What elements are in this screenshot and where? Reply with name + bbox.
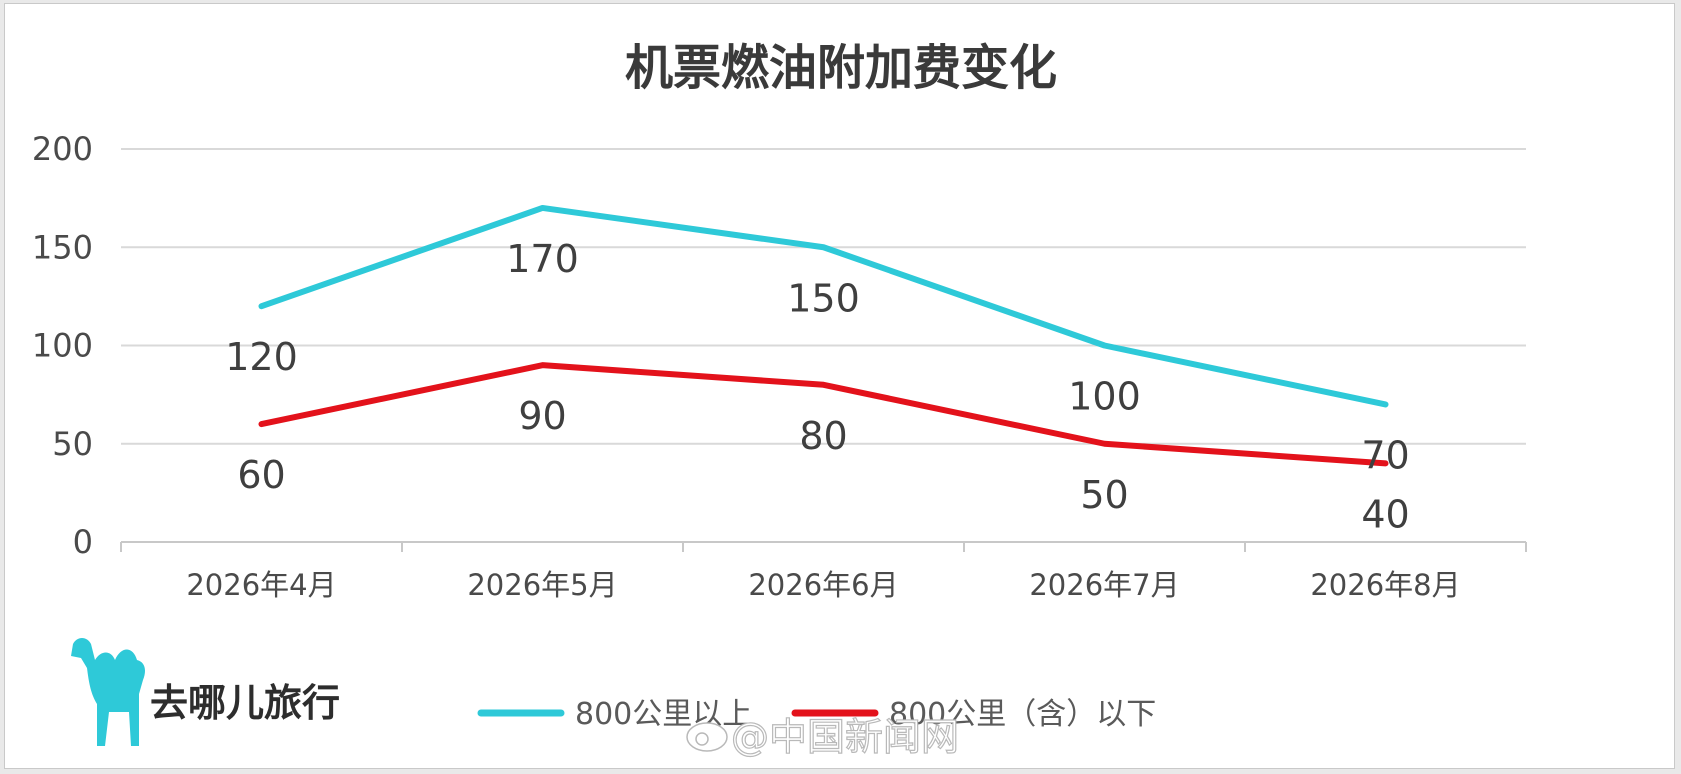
brand-name: 去哪儿旅行 xyxy=(150,681,340,725)
y-tick-label: 200 xyxy=(32,130,93,168)
x-axis: 2026年4月 2026年5月 2026年6月 2026年7月 2026年8月 xyxy=(120,541,1527,602)
y-tick-label: 100 xyxy=(32,327,93,365)
camel-icon xyxy=(71,638,145,746)
x-tick-label: 2026年5月 xyxy=(467,568,617,602)
data-labels: 120 170 150 100 70 60 90 80 50 40 xyxy=(225,237,1409,536)
x-tick-label: 2026年4月 xyxy=(186,568,336,602)
legend-label-1: 800公里以上 xyxy=(575,697,752,732)
data-label: 90 xyxy=(518,394,566,438)
chart-frame: 机票燃油附加费变化 0 50 100 150 200 2026年4月 2026年5月 202… xyxy=(4,3,1675,769)
data-label: 120 xyxy=(225,335,298,379)
y-tick-label: 50 xyxy=(52,425,93,463)
x-tick-label: 2026年7月 xyxy=(1029,568,1179,602)
watermark-text: @中国新闻网 xyxy=(731,715,959,759)
chart-title: 机票燃油附加费变化 xyxy=(625,40,1057,96)
y-axis-ticks: 0 50 100 150 200 xyxy=(32,130,93,561)
y-tick-label: 0 xyxy=(73,523,93,561)
data-label: 100 xyxy=(1068,375,1141,419)
data-label: 40 xyxy=(1361,492,1409,536)
legend: 800公里以上 800公里（含）以下 xyxy=(477,697,1156,732)
brand-logo: 去哪儿旅行 xyxy=(71,638,340,746)
series-line-1 xyxy=(258,204,1389,408)
data-label: 80 xyxy=(799,414,847,458)
x-tick-label: 2026年8月 xyxy=(1310,568,1460,602)
data-label: 50 xyxy=(1080,473,1128,517)
data-label: 60 xyxy=(237,453,285,497)
watermark: @中国新闻网 xyxy=(686,714,960,760)
series-lines xyxy=(258,204,1389,467)
data-label: 150 xyxy=(787,276,860,320)
data-label: 70 xyxy=(1361,433,1409,477)
x-tick-label: 2026年6月 xyxy=(748,568,898,602)
series-line-2 xyxy=(258,362,1389,467)
y-tick-label: 150 xyxy=(32,228,93,266)
legend-label-2: 800公里（含）以下 xyxy=(889,697,1156,732)
weibo-icon xyxy=(686,722,728,752)
data-label: 170 xyxy=(506,237,579,281)
